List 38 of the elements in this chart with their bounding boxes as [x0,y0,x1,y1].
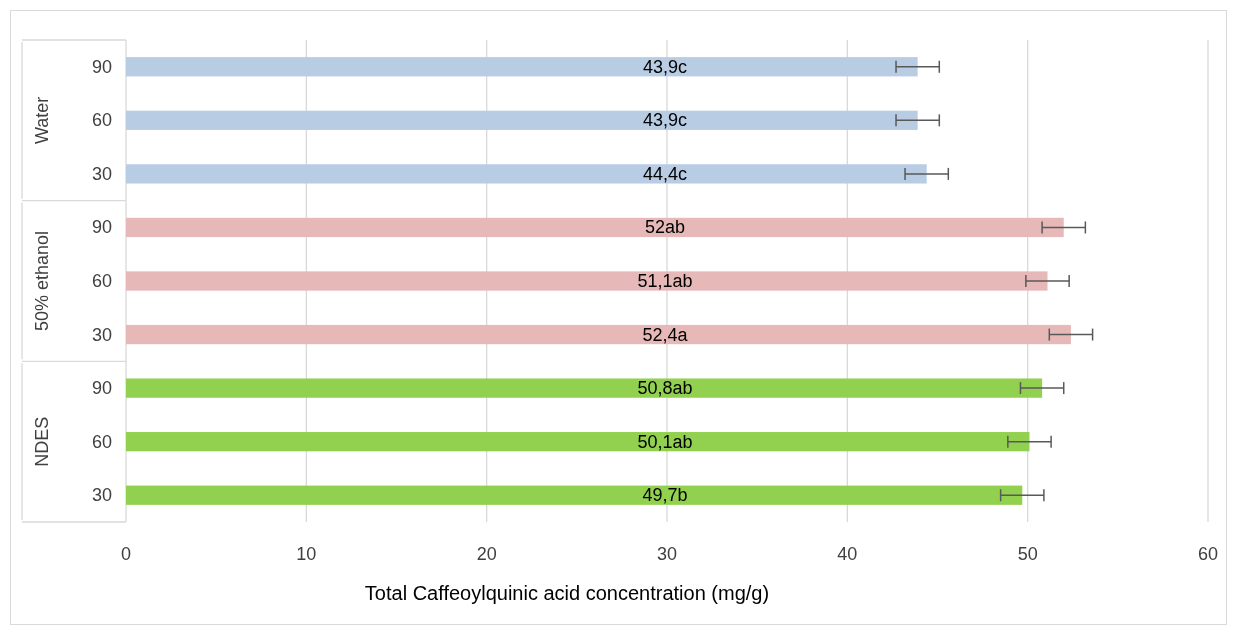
bar [126,378,1043,398]
bar [126,271,1048,291]
y-tick-label: 90 [91,217,112,238]
y-tick-label: 90 [91,56,112,77]
data-label: 43,9c [642,56,688,77]
bar [126,164,927,184]
data-label: 50,8ab [637,378,693,399]
bar [126,432,1030,452]
data-label: 51,1ab [637,271,693,291]
x-tick-label: 50 [1017,544,1038,564]
text: 50% ethanol [32,230,52,332]
data-label: 44,4c [642,163,688,184]
x-tick-label: 30 [656,544,678,564]
data-label: 52ab [644,217,686,238]
x-tick-label: 10 [296,544,317,564]
x-tick-label: 0 [120,544,132,564]
y-tick-label: 60 [91,271,112,291]
text: NDES [32,416,52,467]
data-label: 43,9c [642,110,688,131]
y-tick-label: 60 [91,431,112,452]
data-label: 49,7b [642,485,688,506]
y-tick-label: 90 [91,378,112,399]
data-label: 52,4a [642,324,689,345]
y-tick-label: 30 [91,324,112,345]
bar [126,217,1064,238]
bar [126,324,1071,345]
bar [126,485,1023,505]
text: Water [32,96,52,145]
bar [126,110,918,130]
y-tick-label: 60 [91,110,112,131]
x-tick-label: 20 [476,544,497,564]
data-label: 50,1ab [637,431,693,452]
x-axis-title: Total Caffeoylquinic acid concentration (mg/g) [364,582,770,604]
bar [126,57,918,77]
x-tick-label: 40 [837,544,858,564]
y-tick-label: 30 [91,163,112,184]
x-tick-label: 60 [1197,544,1219,564]
y-tick-label: 30 [91,485,112,506]
